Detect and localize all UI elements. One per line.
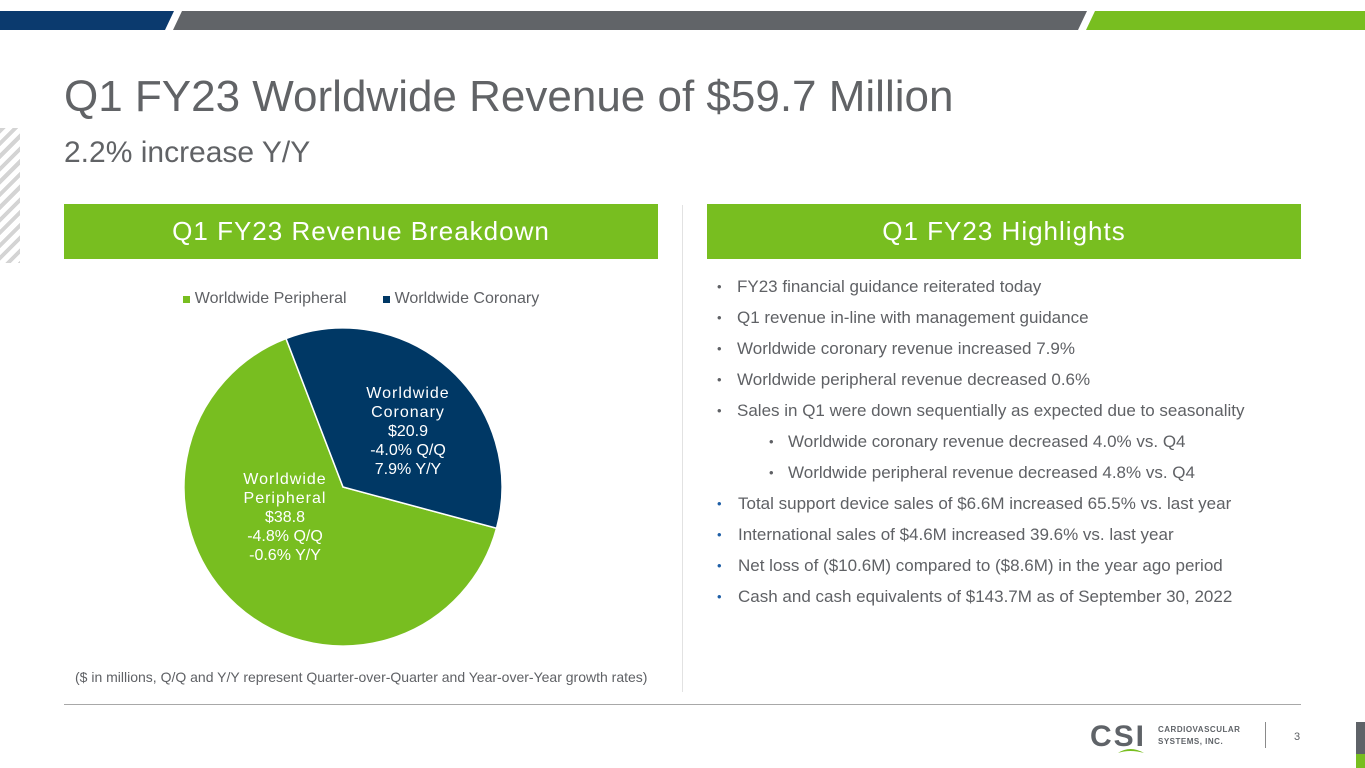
- highlight-text: Worldwide coronary revenue increased 7.9…: [737, 339, 1075, 358]
- highlight-text: FY23 financial guidance reiterated today: [737, 277, 1042, 296]
- pie-label-peripheral-yy: -0.6% Y/Y: [249, 547, 321, 564]
- pie-label-peripheral-name1: Worldwide: [243, 471, 327, 488]
- legend-label-coronary: Worldwide Coronary: [394, 290, 540, 307]
- revenue-breakdown-header: Q1 FY23 Revenue Breakdown: [64, 204, 658, 259]
- pie-label-coronary-qq: -4.0% Q/Q: [370, 442, 446, 459]
- footer-rule: [64, 704, 1301, 705]
- corner-tab-gray: [1356, 722, 1365, 754]
- highlight-text: Net loss of ($10.6M) compared to ($8.6M)…: [738, 556, 1223, 575]
- pie-label-peripheral-name2: Peripheral: [243, 490, 327, 507]
- logo-line1: CARDIOVASCULAR: [1158, 725, 1240, 734]
- banner-blue-segment: [0, 11, 174, 30]
- highlight-text: Total support device sales of $6.6M incr…: [738, 494, 1232, 513]
- bullet-glyph: •: [717, 403, 722, 418]
- logo-mark: CSI: [1090, 720, 1146, 753]
- legend-item-coronary: Worldwide Coronary: [382, 290, 540, 308]
- pie-label-coronary-yy: 7.9% Y/Y: [374, 461, 442, 478]
- top-banner-stripe: [0, 11, 1365, 30]
- csi-logo: CSI CARDIOVASCULAR SYSTEMS, INC.: [1090, 720, 1240, 753]
- bullet-glyph: •: [769, 434, 774, 449]
- corner-tab-green: [1356, 754, 1365, 768]
- banner-green-segment: [1086, 11, 1365, 30]
- banner-gray-segment: [173, 11, 1087, 30]
- pie-label-peripheral-value: $38.8: [264, 509, 306, 526]
- pie-label-peripheral-qq: -4.8% Q/Q: [247, 528, 323, 545]
- hatch-decoration: [0, 128, 20, 263]
- bullet-glyph: •: [717, 558, 722, 573]
- bullet-glyph: •: [717, 279, 722, 294]
- bullet-glyph: •: [717, 310, 722, 325]
- highlight-text: Sales in Q1 were down sequentially as ex…: [737, 401, 1245, 420]
- highlights-header: Q1 FY23 Highlights: [707, 204, 1301, 259]
- highlight-text: Worldwide peripheral revenue decreased 4…: [788, 463, 1195, 482]
- highlight-text: Worldwide coronary revenue decreased 4.0…: [788, 432, 1186, 451]
- legend-item-peripheral: Worldwide Peripheral: [182, 290, 347, 308]
- highlight-text: Cash and cash equivalents of $143.7M as …: [738, 587, 1233, 606]
- logo-swoosh: [1118, 749, 1144, 753]
- pie-label-coronary: Worldwide Coronary $20.9 -4.0% Q/Q 7.9% …: [348, 384, 468, 479]
- bullet-glyph: •: [769, 465, 774, 480]
- bullet-glyph: •: [717, 372, 722, 387]
- chart-footnote: ($ in millions, Q/Q and Y/Y represent Qu…: [75, 669, 648, 685]
- bullet-glyph: •: [717, 589, 722, 604]
- slide-title: Q1 FY23 Worldwide Revenue of $59.7 Milli…: [64, 72, 954, 121]
- legend-swatch-coronary: [382, 295, 390, 303]
- highlight-text: Q1 revenue in-line with management guida…: [737, 308, 1089, 327]
- chart-legend: Worldwide Peripheral Worldwide Coronary: [64, 290, 658, 308]
- panel-divider: [682, 205, 683, 692]
- pie-label-peripheral: Worldwide Peripheral $38.8 -4.8% Q/Q -0.…: [225, 470, 345, 565]
- legend-swatch-peripheral: [182, 295, 190, 303]
- slide-subtitle: 2.2% increase Y/Y: [64, 136, 311, 169]
- page-number: 3: [1294, 731, 1301, 743]
- bullet-glyph: •: [717, 527, 722, 542]
- bullet-glyph: •: [717, 496, 722, 511]
- pie-label-coronary-value: $20.9: [387, 423, 429, 440]
- logo-separator: [1265, 722, 1266, 748]
- logo-line2: SYSTEMS, INC.: [1158, 737, 1223, 746]
- highlight-text: Worldwide peripheral revenue decreased 0…: [737, 370, 1091, 389]
- bullet-glyph: •: [717, 341, 722, 356]
- highlight-text: International sales of $4.6M increased 3…: [738, 525, 1174, 544]
- pie-label-coronary-name2: Coronary: [371, 404, 445, 421]
- legend-label-peripheral: Worldwide Peripheral: [194, 290, 347, 307]
- pie-label-coronary-name1: Worldwide: [366, 385, 450, 402]
